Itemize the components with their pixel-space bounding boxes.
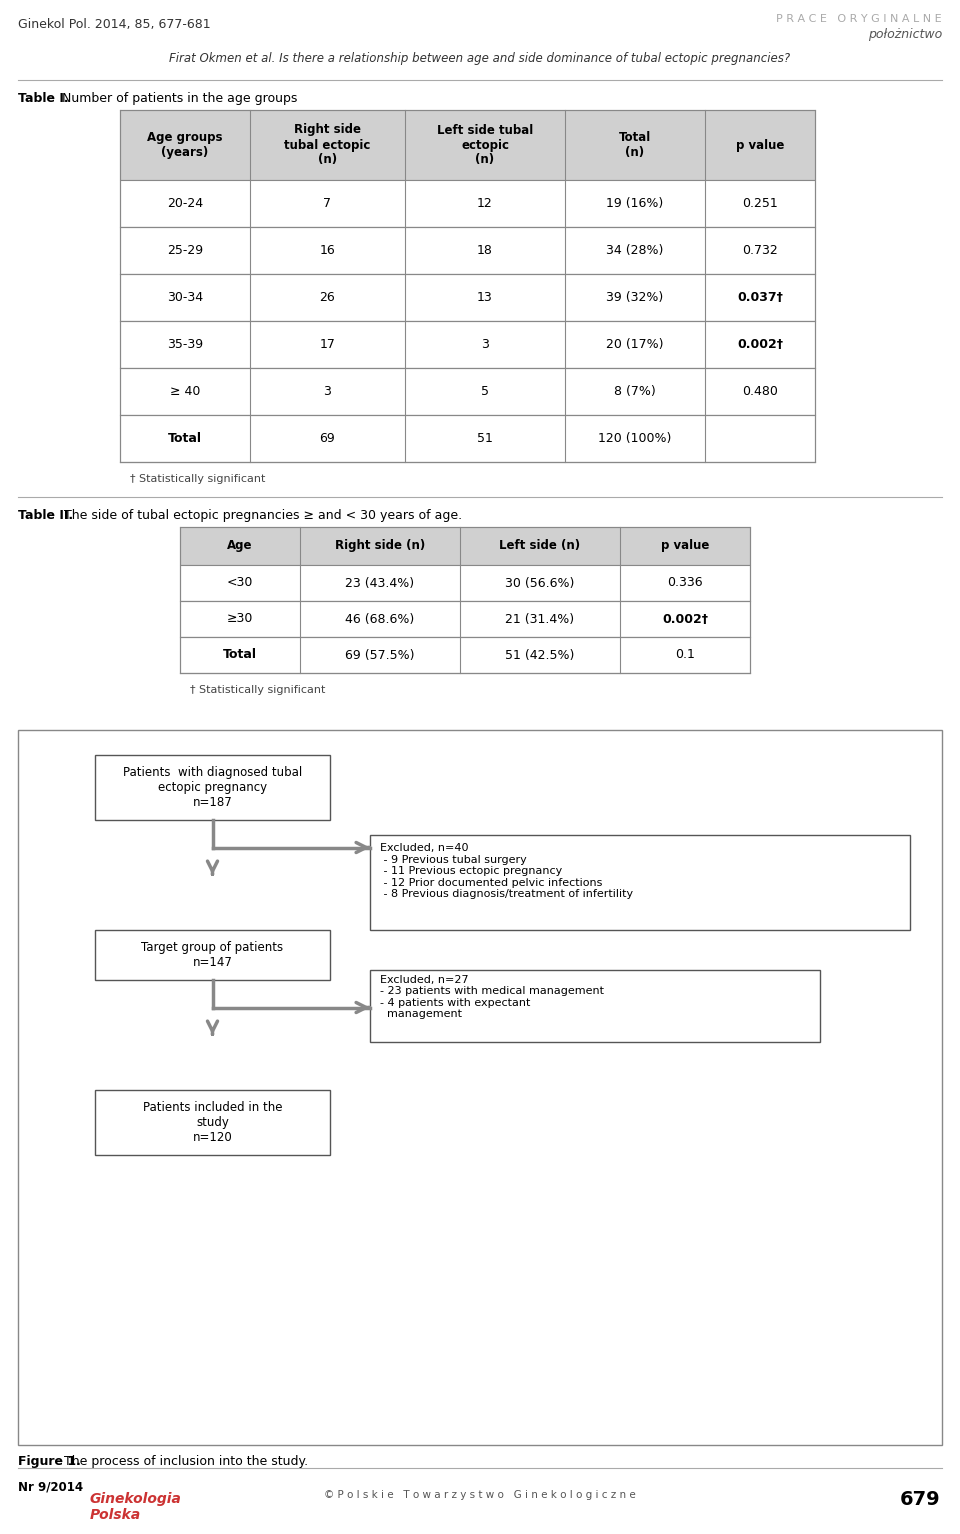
Bar: [120, 368, 815, 416]
Text: 7: 7: [324, 196, 331, 210]
Text: ≥ 40: ≥ 40: [170, 385, 201, 397]
Text: 0.002†: 0.002†: [737, 337, 783, 351]
Text: Age: Age: [228, 540, 252, 552]
Text: 35-39: 35-39: [167, 337, 204, 351]
Text: Right side (n): Right side (n): [335, 540, 425, 552]
Bar: [18, 730, 942, 1445]
Text: 679: 679: [900, 1490, 940, 1509]
Text: 51 (42.5%): 51 (42.5%): [505, 649, 575, 661]
Text: Total
(n): Total (n): [619, 130, 651, 160]
Text: 0.732: 0.732: [742, 244, 778, 258]
Text: 18: 18: [477, 244, 492, 258]
Text: Left side (n): Left side (n): [499, 540, 581, 552]
Text: Nr 9/2014: Nr 9/2014: [18, 1480, 84, 1493]
Text: Age groups
(years): Age groups (years): [147, 130, 223, 160]
Text: 0.002†: 0.002†: [662, 612, 708, 626]
Text: † Statistically significant: † Statistically significant: [130, 474, 265, 485]
Bar: [95, 930, 330, 980]
Bar: [180, 528, 750, 565]
Bar: [370, 969, 820, 1042]
Text: Patients  with diagnosed tubal
ectopic pregnancy
n=187: Patients with diagnosed tubal ectopic pr…: [123, 765, 302, 808]
Bar: [120, 110, 815, 179]
Text: 30-34: 30-34: [167, 291, 204, 304]
Text: 16: 16: [320, 244, 335, 258]
Text: ≥30: ≥30: [227, 612, 253, 626]
Text: 39 (32%): 39 (32%): [607, 291, 663, 304]
Text: Total: Total: [223, 649, 257, 661]
Text: 120 (100%): 120 (100%): [598, 433, 672, 445]
Text: 20-24: 20-24: [167, 196, 204, 210]
Bar: [120, 227, 815, 275]
Text: Polska: Polska: [90, 1508, 141, 1522]
Text: Right side
tubal ectopic
(n): Right side tubal ectopic (n): [284, 124, 371, 167]
Text: 19 (16%): 19 (16%): [607, 196, 663, 210]
Text: Patients included in the
study
n=120: Patients included in the study n=120: [143, 1101, 282, 1144]
Text: © P o l s k i e   T o w a r z y s t w o   G i n e k o l o g i c z n e: © P o l s k i e T o w a r z y s t w o G …: [324, 1490, 636, 1500]
Text: 17: 17: [320, 337, 335, 351]
Text: p value: p value: [660, 540, 709, 552]
Text: 0.480: 0.480: [742, 385, 778, 397]
Text: 0.1: 0.1: [675, 649, 695, 661]
Text: The process of inclusion into the study.: The process of inclusion into the study.: [60, 1456, 308, 1468]
Bar: [180, 565, 750, 601]
Text: Ginekologia: Ginekologia: [90, 1493, 181, 1506]
Text: 46 (68.6%): 46 (68.6%): [346, 612, 415, 626]
Text: 0.336: 0.336: [667, 577, 703, 589]
Text: Left side tubal
ectopic
(n): Left side tubal ectopic (n): [437, 124, 533, 167]
Bar: [120, 275, 815, 321]
Bar: [120, 179, 815, 227]
Text: Excluded, n=27
- 23 patients with medical management
- 4 patients with expectant: Excluded, n=27 - 23 patients with medica…: [380, 974, 604, 1019]
Text: 8 (7%): 8 (7%): [614, 385, 656, 397]
Text: Ginekol Pol. 2014, 85, 677-681: Ginekol Pol. 2014, 85, 677-681: [18, 18, 210, 31]
Text: † Statistically significant: † Statistically significant: [190, 686, 325, 695]
Text: 25-29: 25-29: [167, 244, 204, 258]
Text: 51: 51: [477, 433, 492, 445]
Text: 13: 13: [477, 291, 492, 304]
Text: 21 (31.4%): 21 (31.4%): [505, 612, 575, 626]
Text: The side of tubal ectopic pregnancies ≥ and < 30 years of age.: The side of tubal ectopic pregnancies ≥ …: [60, 509, 462, 522]
Text: Table I.: Table I.: [18, 92, 68, 104]
Text: Target group of patients
n=147: Target group of patients n=147: [141, 940, 283, 969]
Text: 34 (28%): 34 (28%): [607, 244, 663, 258]
Bar: [120, 321, 815, 368]
Text: 12: 12: [477, 196, 492, 210]
Text: P R A C E   O R Y G I N A L N E: P R A C E O R Y G I N A L N E: [777, 14, 942, 25]
Text: <30: <30: [227, 577, 253, 589]
Text: 0.037†: 0.037†: [737, 291, 783, 304]
Text: 26: 26: [320, 291, 335, 304]
Text: 20 (17%): 20 (17%): [607, 337, 663, 351]
Bar: [120, 416, 815, 462]
Text: 5: 5: [481, 385, 489, 397]
Text: 69 (57.5%): 69 (57.5%): [346, 649, 415, 661]
Text: p value: p value: [735, 138, 784, 152]
Bar: [370, 834, 910, 930]
Bar: [95, 755, 330, 821]
Text: 3: 3: [324, 385, 331, 397]
Text: Firat Okmen et al. Is there a relationship between age and side dominance of tub: Firat Okmen et al. Is there a relationsh…: [169, 52, 791, 64]
Text: 3: 3: [481, 337, 489, 351]
Bar: [180, 637, 750, 673]
Text: Excluded, n=40
 - 9 Previous tubal surgery
 - 11 Previous ectopic pregnancy
 - 1: Excluded, n=40 - 9 Previous tubal surger…: [380, 844, 634, 899]
Text: Total: Total: [168, 433, 202, 445]
Text: 69: 69: [320, 433, 335, 445]
Text: Figure 1.: Figure 1.: [18, 1456, 81, 1468]
Bar: [95, 1091, 330, 1155]
Text: położnictwo: położnictwo: [868, 28, 942, 41]
Bar: [180, 601, 750, 637]
Text: Table II.: Table II.: [18, 509, 73, 522]
Text: Number of patients in the age groups: Number of patients in the age groups: [58, 92, 298, 104]
Text: 0.251: 0.251: [742, 196, 778, 210]
Text: 23 (43.4%): 23 (43.4%): [346, 577, 415, 589]
Text: 30 (56.6%): 30 (56.6%): [505, 577, 575, 589]
